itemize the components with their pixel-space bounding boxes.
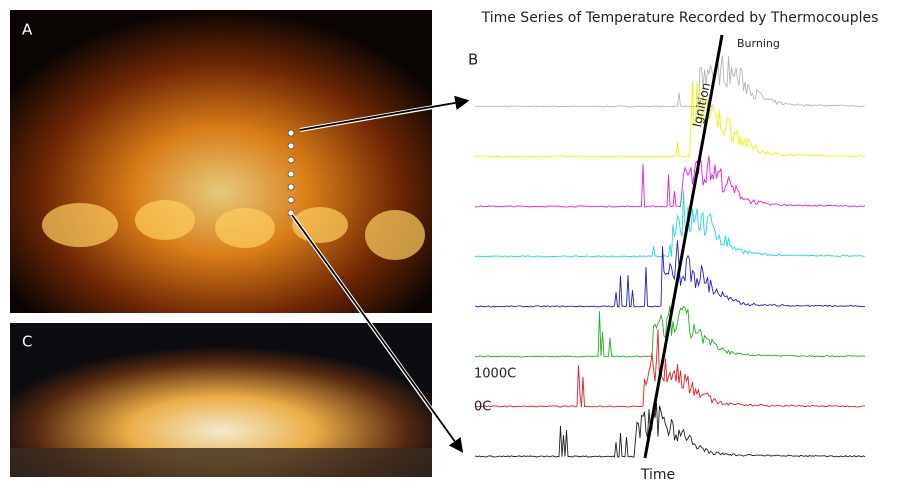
thermocouple-dots: [287, 129, 295, 217]
panel-label: A: [22, 21, 33, 39]
trace: [474, 403, 866, 458]
trace: [474, 329, 866, 408]
traces: [474, 55, 866, 458]
annotation: Burning: [737, 37, 780, 50]
panel-label: C: [22, 333, 32, 351]
trace: [474, 305, 866, 358]
trace: [474, 153, 866, 208]
photo-a-glow: [42, 200, 425, 260]
trace: [474, 190, 866, 258]
trace: [474, 81, 866, 158]
trace: [474, 240, 866, 308]
arrow: [291, 214, 464, 453]
annotation: 1000C: [474, 367, 516, 382]
ignition-line: [643, 34, 724, 459]
photo-c-floor: [10, 448, 432, 477]
panel-label: B: [468, 51, 478, 69]
title: Time Series of Temperature Recorded by T…: [481, 10, 879, 26]
annotation: Time: [640, 467, 675, 483]
photo-a-flame: [10, 10, 432, 313]
trace: [474, 55, 866, 108]
arrow: [299, 95, 470, 131]
annotation: 0C: [474, 400, 491, 415]
